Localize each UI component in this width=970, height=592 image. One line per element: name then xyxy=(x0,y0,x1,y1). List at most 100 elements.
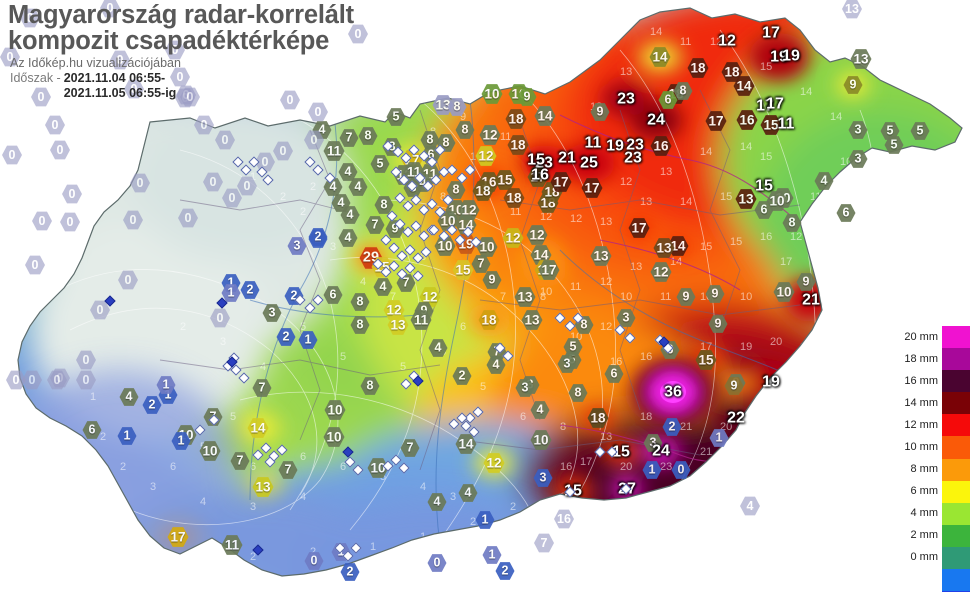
station-value-marker[interactable]: 8 xyxy=(447,98,467,116)
station-value-marker[interactable]: 18 xyxy=(587,408,609,428)
station-value-marker[interactable]: 23 xyxy=(617,90,635,107)
station-value-marker[interactable]: 1 xyxy=(482,546,502,564)
station-value-marker[interactable]: 17 xyxy=(762,24,780,41)
station-value-marker[interactable]: 4 xyxy=(338,229,358,247)
station-value-marker[interactable]: 13 xyxy=(387,315,409,335)
station-value-marker[interactable]: 7 xyxy=(365,216,385,234)
station-value-marker[interactable]: 6 xyxy=(323,286,343,304)
station-value-marker[interactable]: 8 xyxy=(446,181,466,199)
station-value-marker[interactable]: 5 xyxy=(563,338,583,356)
station-value-marker[interactable]: 2 xyxy=(662,418,682,436)
station-value-marker[interactable]: 18 xyxy=(503,188,525,208)
station-value-marker[interactable]: 19 xyxy=(762,373,780,390)
station-value-marker[interactable]: 14 xyxy=(530,245,552,265)
station-value-marker[interactable]: 8 xyxy=(350,316,370,334)
station-value-marker[interactable]: 2 xyxy=(240,281,260,299)
station-value-marker[interactable]: 2 xyxy=(340,563,360,581)
station-value-marker[interactable]: 14 xyxy=(455,434,477,454)
station-value-marker[interactable]: 11 xyxy=(584,134,602,151)
station-value-marker[interactable]: 9 xyxy=(482,271,502,289)
station-value-marker[interactable]: 10 xyxy=(481,84,503,104)
legend-swatch[interactable] xyxy=(942,392,970,415)
station-value-marker[interactable]: 18 xyxy=(478,310,500,330)
station-value-marker[interactable]: 7 xyxy=(339,129,359,147)
legend-swatch[interactable] xyxy=(942,458,970,481)
station-value-marker[interactable]: 1 xyxy=(117,427,137,445)
station-value-marker[interactable]: 18 xyxy=(721,62,743,82)
station-value-marker[interactable]: 8 xyxy=(782,214,802,232)
station-value-marker[interactable]: 13 xyxy=(521,310,543,330)
station-value-marker[interactable]: 18 xyxy=(505,109,527,129)
station-value-marker[interactable]: 7 xyxy=(471,255,491,273)
legend-colorbar[interactable] xyxy=(942,326,970,592)
station-value-marker[interactable]: 2 xyxy=(495,562,515,580)
station-value-marker[interactable]: 12 xyxy=(483,453,505,473)
station-value-marker[interactable]: 10 xyxy=(199,441,221,461)
station-value-marker[interactable]: 2 xyxy=(276,328,296,346)
station-value-marker[interactable]: 15 xyxy=(527,151,545,168)
station-value-marker[interactable]: 9 xyxy=(708,315,728,333)
legend-swatch[interactable] xyxy=(942,524,970,547)
station-value-marker[interactable]: 4 xyxy=(428,339,448,357)
legend-swatch[interactable] xyxy=(942,414,970,437)
station-value-marker[interactable]: 9 xyxy=(517,88,537,106)
station-value-marker[interactable]: 16 xyxy=(650,136,672,156)
station-value-marker[interactable]: 12 xyxy=(419,287,441,307)
station-value-marker[interactable]: 17 xyxy=(756,97,774,114)
station-value-marker[interactable]: 10 xyxy=(476,237,498,257)
station-value-marker[interactable]: 13 xyxy=(735,189,757,209)
station-value-marker[interactable]: 11 xyxy=(221,535,243,555)
station-value-marker[interactable]: 17 xyxy=(766,95,784,112)
station-value-marker[interactable]: 1 xyxy=(221,284,241,302)
legend-swatch[interactable] xyxy=(942,480,970,503)
station-value-marker[interactable]: 14 xyxy=(247,418,269,438)
station-value-marker[interactable]: 0 xyxy=(671,461,691,479)
station-value-marker[interactable]: 5 xyxy=(880,122,900,140)
station-value-marker[interactable]: 5 xyxy=(884,136,904,154)
legend-swatch[interactable] xyxy=(942,569,970,592)
station-value-marker[interactable]: 9 xyxy=(843,76,863,94)
station-value-marker[interactable]: 11 xyxy=(410,310,432,330)
station-value-marker[interactable]: 19 xyxy=(782,47,800,64)
legend-swatch[interactable] xyxy=(942,436,970,459)
station-value-marker[interactable]: 1 xyxy=(475,511,495,529)
station-value-marker[interactable]: 25 xyxy=(580,154,598,171)
station-value-marker[interactable]: 3 xyxy=(533,469,553,487)
station-value-marker[interactable]: 11 xyxy=(777,115,795,132)
station-value-marker[interactable]: 16 xyxy=(736,110,758,130)
station-value-marker[interactable]: 8 xyxy=(455,121,475,139)
station-value-marker[interactable]: 16 xyxy=(531,166,549,183)
station-value-marker[interactable]: 4 xyxy=(373,278,393,296)
station-value-marker[interactable]: 18 xyxy=(472,181,494,201)
station-value-marker[interactable]: 10 xyxy=(773,282,795,302)
station-value-marker[interactable]: 10 xyxy=(323,427,345,447)
station-value-marker[interactable]: 12 xyxy=(650,262,672,282)
station-value-marker[interactable]: 12 xyxy=(458,200,480,220)
station-value-marker[interactable]: 3 xyxy=(515,379,535,397)
station-value-marker[interactable]: 17 xyxy=(550,172,572,192)
station-value-marker[interactable]: 6 xyxy=(604,365,624,383)
station-value-marker[interactable]: 17 xyxy=(705,111,727,131)
station-value-marker[interactable]: 21 xyxy=(802,291,820,308)
station-value-marker[interactable]: 1 xyxy=(642,461,662,479)
station-value-marker[interactable]: 10 xyxy=(367,458,389,478)
station-value-marker[interactable]: 8 xyxy=(360,377,380,395)
station-value-marker[interactable]: 12 xyxy=(479,125,501,145)
station-value-marker[interactable]: 3 xyxy=(848,150,868,168)
station-value-marker[interactable]: 1 xyxy=(171,432,191,450)
station-value-marker[interactable]: 6 xyxy=(658,91,678,109)
station-value-marker[interactable]: 4 xyxy=(119,388,139,406)
station-value-marker[interactable]: 5 xyxy=(370,155,390,173)
station-value-marker[interactable]: 22 xyxy=(727,409,745,426)
station-value-marker[interactable]: 15 xyxy=(695,350,717,370)
station-value-marker[interactable]: 11 xyxy=(323,141,345,161)
station-value-marker[interactable]: 1 xyxy=(156,376,176,394)
station-value-marker[interactable]: 9 xyxy=(676,288,696,306)
station-value-marker[interactable]: 10 xyxy=(766,191,788,211)
color-legend[interactable]: 20 mm 18 mm 16 mm 14 mm 12 mm 10 mm 8 mm 6 mm 4 … xyxy=(904,326,970,592)
station-value-marker[interactable]: 9 xyxy=(590,103,610,121)
station-value-marker[interactable]: 23 xyxy=(624,149,642,166)
station-value-marker[interactable]: 4 xyxy=(458,484,478,502)
station-value-marker[interactable]: 14 xyxy=(534,106,556,126)
